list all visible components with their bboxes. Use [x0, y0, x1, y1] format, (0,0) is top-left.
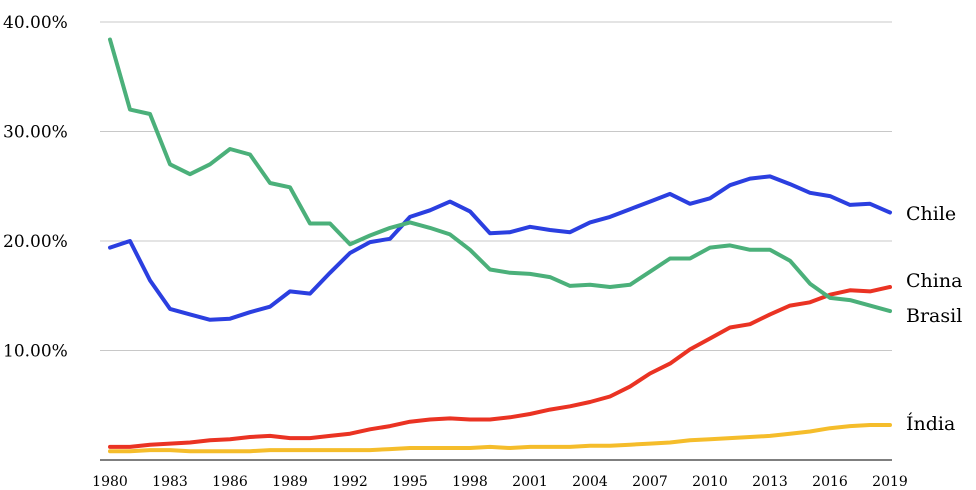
series-line-chile [108, 174, 892, 322]
x-tick-label: 1998 [452, 474, 488, 490]
x-tick-label: 2016 [812, 474, 848, 490]
y-tick-label: 20.00% [3, 232, 68, 252]
x-tick-label: 1989 [272, 474, 308, 490]
series-label-brasil: Brasil [906, 305, 962, 327]
series-line-ndia [108, 423, 892, 454]
x-tick-label: 1983 [152, 474, 188, 490]
x-axis-tick-labels: 1980 1983 1986 1989 1992 1995 1998 2001 2004 2007… [92, 474, 908, 490]
y-tick-label: 10.00% [3, 342, 68, 362]
y-tick-label: 30.00% [3, 123, 68, 143]
x-tick-label: 2004 [572, 474, 608, 490]
x-tick-label: 2007 [632, 474, 668, 490]
series-line-brasil [108, 37, 892, 314]
x-tick-label: 2019 [872, 474, 908, 490]
x-tick-label: 1995 [392, 474, 428, 490]
y-tick-label: 40.00% [3, 13, 68, 33]
series-label-chile: Chile [906, 203, 956, 225]
x-tick-label: 2013 [752, 474, 788, 490]
series-labels: Chile China Brasil Índia [906, 203, 962, 435]
x-tick-label: 1992 [332, 474, 368, 490]
series-label-china: China [906, 270, 962, 292]
x-tick-label: 2010 [692, 474, 728, 490]
gridlines [100, 21, 892, 351]
series-line-china [108, 285, 892, 449]
series-label-ndia: Índia [906, 412, 955, 435]
x-tick-label: 1980 [92, 474, 128, 490]
series-lines [108, 37, 892, 454]
x-tick-label: 1986 [212, 474, 248, 490]
x-tick-label: 2001 [512, 474, 548, 490]
y-axis-tick-labels: 10.00% 20.00% 30.00% 40.00% [3, 13, 68, 362]
